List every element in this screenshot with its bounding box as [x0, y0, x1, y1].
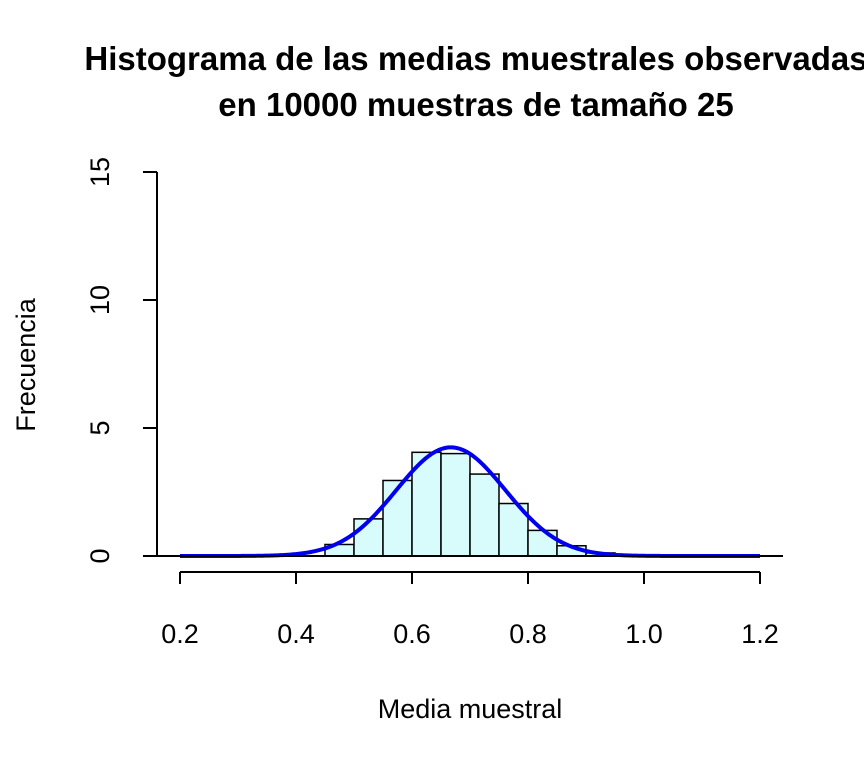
- y-tick-label: 15: [85, 157, 115, 187]
- histogram-bar: [527, 529, 558, 557]
- y-axis: 0 5 10 15: [85, 157, 158, 564]
- x-tick-label: 0.4: [277, 619, 315, 649]
- x-axis-label: Media muestral: [378, 694, 563, 724]
- histogram-bar: [469, 473, 500, 557]
- histogram-bar: [353, 518, 384, 557]
- x-tick-label: 0.6: [393, 619, 431, 649]
- x-tick-label: 1.0: [625, 619, 663, 649]
- histogram-bars: [324, 451, 616, 557]
- y-tick-label: 5: [85, 420, 115, 435]
- x-axis: 0.2 0.4 0.6 0.8 1.0 1.2: [161, 571, 779, 649]
- x-tick-label: 0.8: [509, 619, 547, 649]
- x-tick-label: 0.2: [161, 619, 199, 649]
- y-tick-label: 0: [85, 548, 115, 563]
- y-tick-label: 10: [85, 285, 115, 315]
- chart-title-line-1: Histograma de las medias muestrales obse…: [84, 40, 864, 77]
- chart-title-line-2: en 10000 muestras de tamaño 25: [218, 86, 733, 123]
- histogram-bar: [440, 452, 471, 557]
- y-axis-label: Frecuencia: [11, 297, 41, 432]
- x-tick-label: 1.2: [741, 619, 779, 649]
